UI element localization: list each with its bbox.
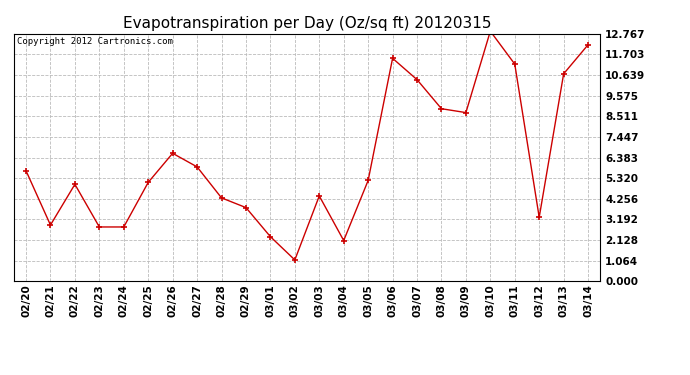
Title: Evapotranspiration per Day (Oz/sq ft) 20120315: Evapotranspiration per Day (Oz/sq ft) 20… (123, 16, 491, 31)
Text: Copyright 2012 Cartronics.com: Copyright 2012 Cartronics.com (17, 38, 172, 46)
